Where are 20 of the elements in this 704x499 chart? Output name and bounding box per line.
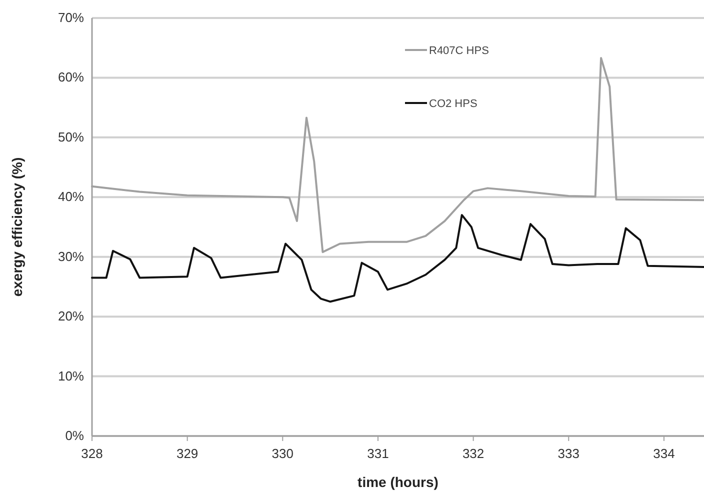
x-tick-label: 330 — [272, 446, 294, 461]
x-tick-label: 333 — [558, 446, 580, 461]
y-tick-label: 50% — [58, 129, 84, 144]
x-tick-label: 334 — [653, 446, 675, 461]
x-tick-label: 328 — [81, 446, 103, 461]
x-tick-label: 329 — [176, 446, 198, 461]
y-axis-title: exergy efficiency (%) — [9, 157, 25, 297]
y-tick-label: 20% — [58, 308, 84, 324]
y-tick-label: 30% — [58, 248, 84, 264]
line-series — [91, 214, 704, 303]
x-axis-title: time (hours) — [358, 474, 438, 490]
y-tick-label: 0% — [65, 428, 84, 443]
y-tick-label: 60% — [58, 70, 84, 85]
y-tick-label: 40% — [58, 189, 84, 204]
x-tick-label: 332 — [462, 446, 484, 461]
legend-label: R407C HPS — [429, 45, 489, 57]
y-tick-label: 70% — [58, 10, 84, 25]
legend-label: CO2 HPS — [429, 98, 478, 110]
x-tick-label: 331 — [367, 446, 389, 461]
y-tick-label: 10% — [58, 368, 84, 384]
